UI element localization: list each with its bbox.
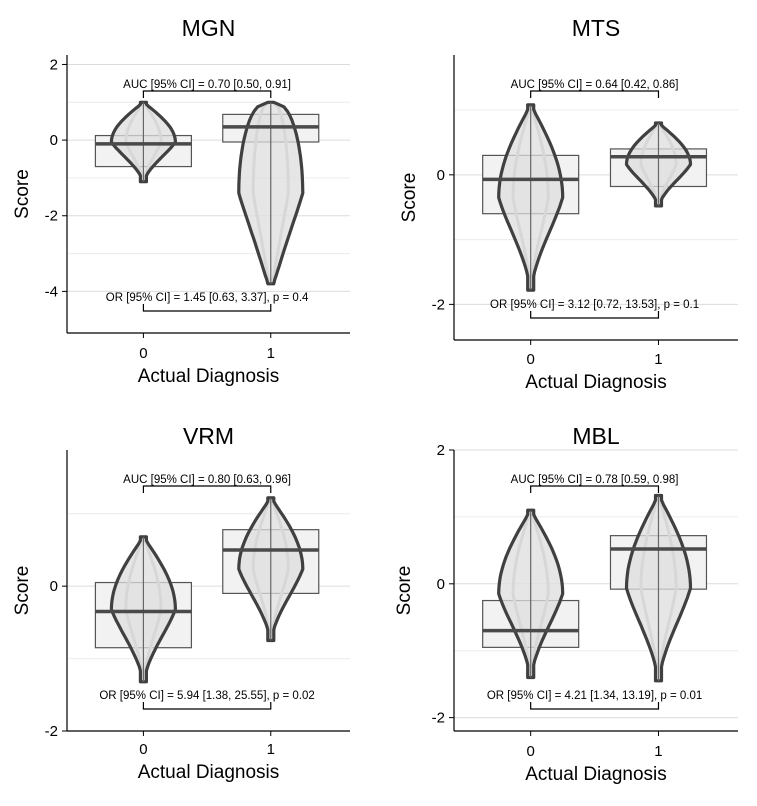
y-tick-label: -2 [432,296,445,313]
auc-bracket [530,485,660,493]
or-bracket [530,702,660,710]
y-tick-label: 0 [50,132,58,149]
panel-vrm: 0 -2 0 1 VRM Actual Diagnosis Score AUC [95% CI… [12,423,350,783]
y-tick-label: 0 [50,578,58,595]
x-tick-label: 0 [139,345,147,362]
y-tick-label: 2 [50,56,58,73]
y-tick-label: -2 [432,710,445,727]
x-tick-label: 1 [654,351,662,368]
y-tick-label: 0 [437,576,445,593]
y-axis-label: Score [12,566,33,616]
y-tick-label: 2 [437,442,445,459]
auc-annotation: AUC [95% CI] = 0.78 [0.59, 0.98] [511,474,679,486]
panel-title: MBL [572,423,620,449]
x-tick-label: 0 [139,741,147,758]
x-axis-label: Actual Diagnosis [525,372,667,393]
panel-title: MTS [572,15,621,41]
auc-bracket [530,90,660,98]
or-annotation: OR [95% CI] = 1.45 [0.63, 3.37], p = 0.4 [106,292,309,304]
panel-title: VRM [183,423,234,449]
x-axis-label: Actual Diagnosis [525,764,667,785]
panel-mgn: 2 0 -2 -4 0 1 MGN Actual Diagnosis Score AUC [95%… [12,15,350,387]
or-bracket [142,702,272,710]
y-axis-label: Score [394,566,415,616]
or-annotation: OR [95% CI] = 4.21 [1.34, 13.19], p = 0.… [487,690,702,702]
or-bracket [530,311,660,319]
y-axis-label: Score [12,169,33,219]
y-tick-label: -2 [45,723,58,740]
panel-mts: 0 -2 0 1 MTS Actual Diagnosis Score AUC [95% CI… [399,15,738,393]
x-axis-label: Actual Diagnosis [138,366,280,387]
or-annotation: OR [95% CI] = 5.94 [1.38, 25.55], p = 0.… [99,690,314,702]
auc-annotation: AUC [95% CI] = 0.64 [0.42, 0.86] [511,79,679,91]
y-axis-label: Score [399,173,420,223]
auc-annotation: AUC [95% CI] = 0.80 [0.63, 0.96] [123,474,291,486]
or-annotation: OR [95% CI] = 3.12 [0.72, 13.53], p = 0.… [490,299,699,311]
y-tick-label: -4 [45,283,58,300]
panel-title: MGN [182,15,236,41]
x-tick-label: 1 [267,345,275,362]
auc-annotation: AUC [95% CI] = 0.70 [0.50, 0.91] [123,79,291,91]
x-tick-label: 1 [267,741,275,758]
x-axis-label: Actual Diagnosis [138,762,280,783]
or-bracket [142,304,272,312]
x-tick-label: 1 [654,743,662,760]
auc-bracket [142,485,272,493]
panel-mbl: 2 0 -2 0 1 MBL Actual Diagnosis Score AUC [95% C… [394,423,738,785]
x-tick-label: 0 [527,351,535,368]
auc-bracket [142,90,272,98]
y-tick-label: 0 [437,167,445,184]
x-tick-label: 0 [527,743,535,760]
y-tick-label: -2 [45,208,58,225]
